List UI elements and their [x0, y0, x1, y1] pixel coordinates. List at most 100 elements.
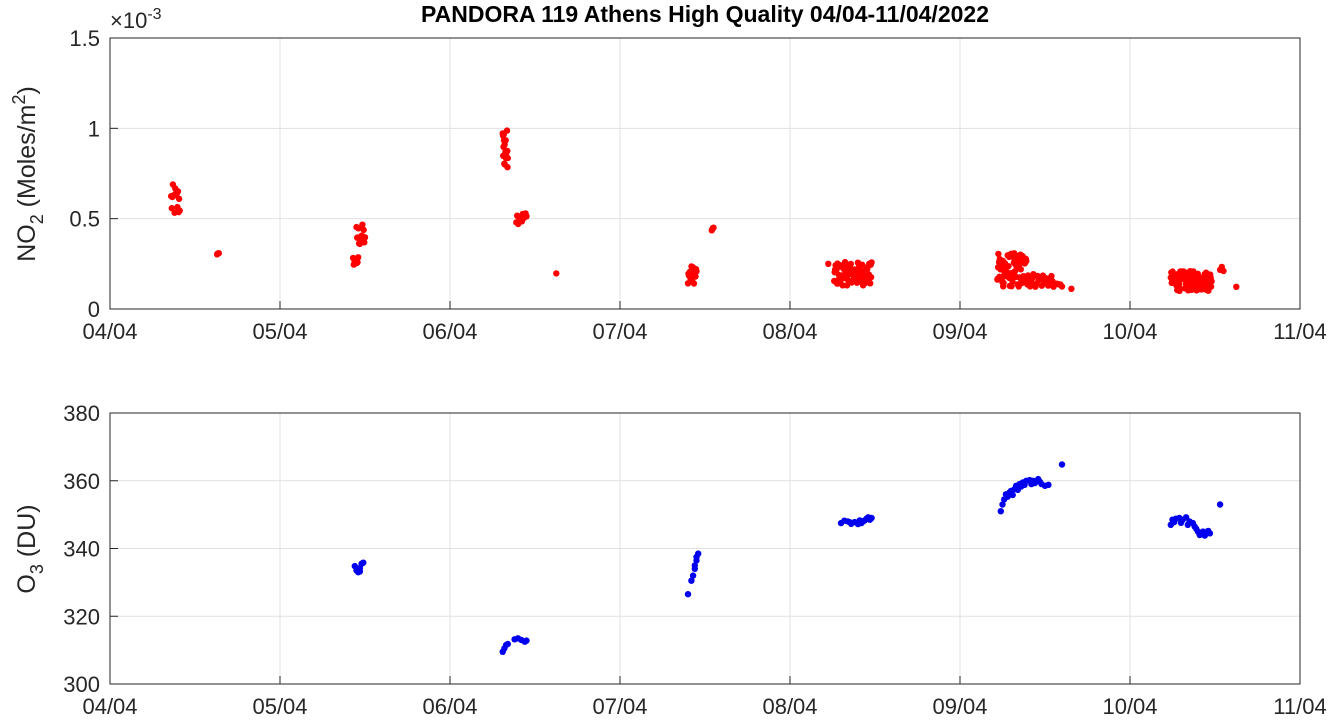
no2-data-point	[504, 164, 511, 171]
o3-data-point	[997, 508, 1004, 515]
o3-data-point	[688, 577, 695, 584]
no2-data-point	[1058, 283, 1066, 290]
no2-data-point	[361, 239, 368, 246]
o3-data-point	[523, 637, 530, 644]
no2-data-point	[175, 195, 183, 202]
no2-data-point	[690, 280, 698, 287]
o3-y-axis-label: O3 (DU)	[13, 504, 47, 593]
o3-data-point	[356, 568, 364, 575]
o3-data-point	[856, 517, 863, 524]
o3-data-point	[1184, 521, 1192, 528]
o3-axes: 04/04 05/04 06/04 07/04 08/04 09/04 10/04 11/04…	[13, 401, 1327, 719]
o3-points	[351, 461, 1224, 655]
no2-data-point	[503, 127, 511, 134]
o3-data-point	[684, 591, 692, 598]
o3-data-point	[1206, 530, 1214, 537]
no2-data-point	[354, 259, 361, 266]
no2-y-tick-label: 0	[88, 297, 100, 322]
o3-y-tick-label: 380	[63, 401, 100, 426]
no2-data-point	[1045, 282, 1052, 289]
no2-data-point	[825, 260, 832, 267]
no2-data-point	[553, 270, 560, 277]
o3-y-tick-label: 300	[63, 672, 100, 697]
no2-plot-area	[110, 38, 1300, 309]
no2-x-tick-label: 04/04	[82, 319, 137, 344]
o3-data-point	[1199, 528, 1207, 535]
o3-x-tick-label: 05/04	[252, 694, 307, 719]
no2-data-point	[1000, 279, 1007, 287]
o3-data-point	[1193, 525, 1200, 533]
no2-data-point	[692, 273, 699, 280]
no2-x-tick-label: 05/04	[252, 319, 307, 344]
no2-x-tick-label: 08/04	[762, 319, 817, 344]
o3-data-point	[846, 518, 853, 526]
o3-data-point	[1028, 480, 1035, 488]
no2-x-tick-label: 06/04	[422, 319, 477, 344]
o3-x-tick-label: 09/04	[932, 694, 987, 719]
no2-data-point	[867, 274, 875, 281]
no2-data-point	[1017, 266, 1024, 273]
no2-data-point	[693, 268, 700, 275]
no2-data-point	[504, 147, 511, 155]
o3-x-tick-label: 10/04	[1102, 694, 1157, 719]
no2-y-tick-label: 1	[88, 116, 100, 141]
no2-data-point	[867, 280, 874, 287]
o3-data-point	[1021, 481, 1028, 488]
o3-data-point	[695, 550, 702, 557]
o3-y-ticks: 300 320 340 360 380	[63, 401, 118, 697]
no2-axes: 04/04 05/04 06/04 07/04 08/04 09/04 10/04 11/04…	[9, 6, 1327, 344]
no2-data-point	[995, 250, 1002, 258]
no2-data-point	[853, 279, 861, 286]
o3-data-point	[504, 640, 511, 648]
no2-data-point	[1233, 283, 1240, 290]
no2-data-point	[523, 213, 530, 220]
no2-y-axis-label: NO2 (Moles/m2)	[9, 86, 47, 262]
o3-x-tick-label: 08/04	[762, 694, 817, 719]
no2-x-ticks: 04/04 05/04 06/04 07/04 08/04 09/04 10/04 11/04	[82, 301, 1327, 344]
no2-points	[168, 127, 1240, 294]
no2-x-tick-label: 09/04	[932, 319, 987, 344]
o3-data-point	[1058, 461, 1066, 468]
no2-data-point	[1169, 268, 1176, 275]
no2-x-tick-label: 11/04	[1273, 319, 1326, 344]
no2-data-point	[1068, 285, 1075, 292]
no2-data-point	[360, 226, 367, 234]
o3-data-point	[1004, 493, 1011, 500]
o3-data-point	[691, 562, 698, 569]
no2-y-ticks: 0 0.5 1 1.5	[69, 26, 118, 322]
o3-data-point	[1045, 481, 1052, 488]
o3-data-point	[868, 514, 875, 522]
o3-grid	[110, 413, 1300, 684]
o3-y-tick-label: 320	[63, 604, 100, 629]
no2-data-point	[359, 221, 366, 228]
no2-exponent-label: ×10-3	[110, 6, 162, 33]
o3-data-point	[1177, 519, 1185, 526]
no2-data-point	[1008, 283, 1015, 290]
o3-x-tick-label: 04/04	[82, 694, 137, 719]
o3-data-point	[689, 572, 697, 579]
no2-data-point	[502, 137, 509, 144]
o3-x-tick-label: 06/04	[422, 694, 477, 719]
no2-x-tick-label: 10/04	[1102, 319, 1157, 344]
no2-data-point	[355, 254, 362, 261]
no2-grid	[110, 38, 1300, 309]
no2-data-point	[174, 188, 182, 195]
no2-axes-box	[109, 37, 1301, 310]
no2-data-point	[847, 260, 854, 268]
o3-x-ticks: 04/04 05/04 06/04 07/04 08/04 09/04 10/04 11/04	[82, 676, 1327, 719]
no2-data-point	[1023, 257, 1030, 265]
o3-x-tick-label: 07/04	[592, 694, 647, 719]
no2-data-point	[1048, 272, 1055, 280]
no2-y-tick-label: 1.5	[69, 26, 100, 51]
no2-data-point	[864, 265, 871, 273]
no2-x-tick-label: 07/04	[592, 319, 647, 344]
no2-y-tick-label: 0.5	[69, 207, 100, 232]
no2-data-point	[215, 250, 222, 257]
o3-data-point	[360, 559, 367, 566]
no2-data-point	[843, 282, 851, 289]
no2-data-point	[504, 154, 511, 162]
no2-data-point	[1208, 278, 1215, 285]
no2-data-point	[710, 224, 717, 231]
o3-data-point	[1036, 478, 1044, 485]
o3-x-tick-label: 11/04	[1273, 694, 1326, 719]
